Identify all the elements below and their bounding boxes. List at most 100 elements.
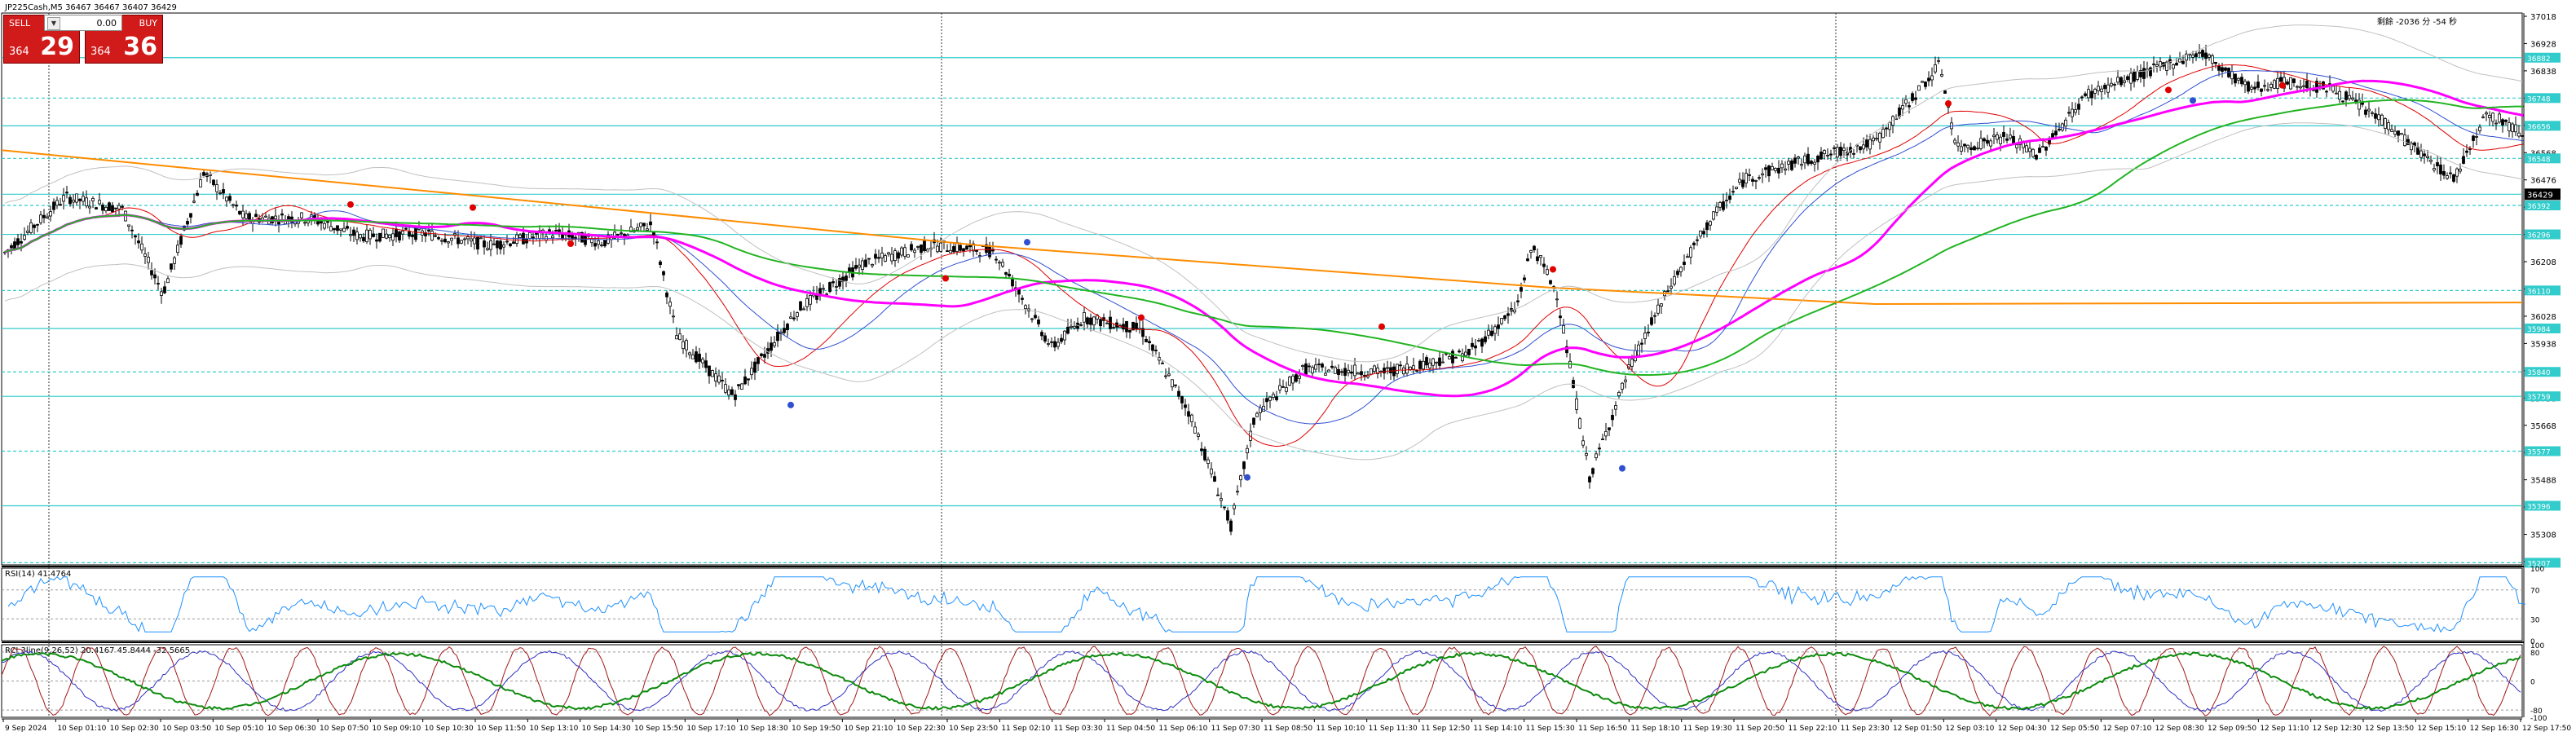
candle-body xyxy=(52,201,55,210)
level-tag-bg xyxy=(2525,153,2561,164)
candle-body xyxy=(1591,468,1595,474)
candle-body xyxy=(1471,342,1474,347)
candle-body xyxy=(95,207,98,209)
candle-body xyxy=(346,226,349,229)
candle-body xyxy=(1030,318,1034,320)
candle-body xyxy=(1324,372,1327,376)
candle-body xyxy=(215,184,218,192)
chevron-down-icon[interactable]: ▼ xyxy=(47,17,60,30)
candle-body xyxy=(831,281,835,284)
candle-body xyxy=(1451,350,1454,364)
volume-input[interactable]: ▼ 0.00 xyxy=(44,15,122,31)
buy-label: BUY xyxy=(139,18,157,29)
buy-signal-dot xyxy=(1244,474,1251,481)
candle-body xyxy=(2468,148,2472,150)
candle-body xyxy=(108,202,111,211)
main-pane[interactable] xyxy=(1,12,2523,566)
sell-signal-dot xyxy=(567,240,574,248)
rci-label: RCI 3line(9,26,52) 20.4167 45.8444 -32.5… xyxy=(5,646,190,655)
candle-body xyxy=(1640,342,1643,345)
candle-body xyxy=(509,243,512,247)
candle-body xyxy=(91,197,95,201)
candle-body xyxy=(1924,82,1927,87)
time-axis-label: 12 Sep 16:30 xyxy=(2470,725,2519,733)
candle-body xyxy=(1513,309,1516,313)
candle-body xyxy=(867,258,871,260)
candle-body xyxy=(792,317,796,320)
buy-button[interactable]: BUY 364 36 xyxy=(85,15,163,64)
candle-body xyxy=(117,205,121,209)
candle-body xyxy=(2452,174,2455,182)
candle-body xyxy=(333,227,336,231)
candle-body xyxy=(1666,290,1670,293)
candle-body xyxy=(248,213,251,221)
price-axis-label: 36838 xyxy=(2530,68,2556,77)
candle-body xyxy=(121,205,124,208)
candle-body xyxy=(1233,505,1236,509)
candle-body xyxy=(1425,357,1428,366)
candle-body xyxy=(2224,67,2227,71)
candle-body xyxy=(2462,156,2465,164)
candle-body xyxy=(2260,88,2263,92)
candle-body xyxy=(1079,324,1083,326)
candle-body xyxy=(1562,325,1565,334)
candle-body xyxy=(489,240,492,250)
candle-body xyxy=(1171,379,1174,388)
candle-body xyxy=(326,221,329,223)
candle-body xyxy=(1474,345,1477,349)
candle-body xyxy=(1021,298,1024,300)
candle-body xyxy=(1943,90,1947,94)
candle-body xyxy=(2514,124,2517,133)
candle-body xyxy=(995,258,998,261)
rsi-label: RSI(14) 41.4764 xyxy=(5,570,71,579)
candle-body xyxy=(2354,99,2358,102)
candle-body xyxy=(2501,119,2504,126)
current-price-tag xyxy=(2525,188,2561,201)
candle-body xyxy=(2256,82,2260,88)
level-tag-bg xyxy=(2525,121,2561,131)
candle-body xyxy=(532,236,535,239)
candle-body xyxy=(1441,361,1445,364)
candle-body xyxy=(1748,174,1751,176)
candle-body xyxy=(1999,136,2002,144)
candle-body xyxy=(189,213,192,218)
candle-body xyxy=(2286,82,2289,85)
candle-body xyxy=(708,365,711,377)
candle-body xyxy=(29,222,33,233)
candle-body xyxy=(900,247,903,256)
time-axis-label: 10 Sep 10:30 xyxy=(425,725,474,733)
candle-body xyxy=(890,253,893,262)
time-axis-label: 12 Sep 15:10 xyxy=(2417,725,2466,733)
rsi-pane[interactable] xyxy=(1,567,2523,641)
candle-body xyxy=(1996,134,1999,140)
level-tag-label: 36656 xyxy=(2527,123,2551,131)
candle-body xyxy=(1278,385,1281,390)
candle-body xyxy=(2299,86,2302,89)
candle-body xyxy=(2090,90,2093,99)
candle-body xyxy=(130,229,134,231)
time-axis-label: 11 Sep 18:10 xyxy=(1630,725,1679,733)
candle-body xyxy=(404,227,408,230)
candle-body xyxy=(2250,86,2253,90)
candle-body xyxy=(1438,357,1441,366)
sell-price-big: 29 xyxy=(40,33,74,61)
candle-body xyxy=(2279,77,2283,82)
candle-body xyxy=(2348,95,2351,99)
buy-signal-dot xyxy=(1619,465,1625,472)
candle-body xyxy=(2276,77,2279,89)
candle-body xyxy=(1086,317,1089,324)
candle-body xyxy=(871,264,874,267)
candle-body xyxy=(1461,353,1464,362)
time-axis-label: 12 Sep 08:30 xyxy=(2155,725,2204,733)
candle-body xyxy=(1793,157,1797,164)
candle-body xyxy=(897,252,900,259)
candle-body xyxy=(799,301,802,311)
candle-body xyxy=(2433,168,2436,171)
candle-body xyxy=(685,340,688,350)
sell-signal-dot xyxy=(2165,86,2172,94)
candle-body xyxy=(2136,71,2139,80)
buy-signal-dot xyxy=(2190,97,2196,104)
candle-body xyxy=(727,389,730,396)
